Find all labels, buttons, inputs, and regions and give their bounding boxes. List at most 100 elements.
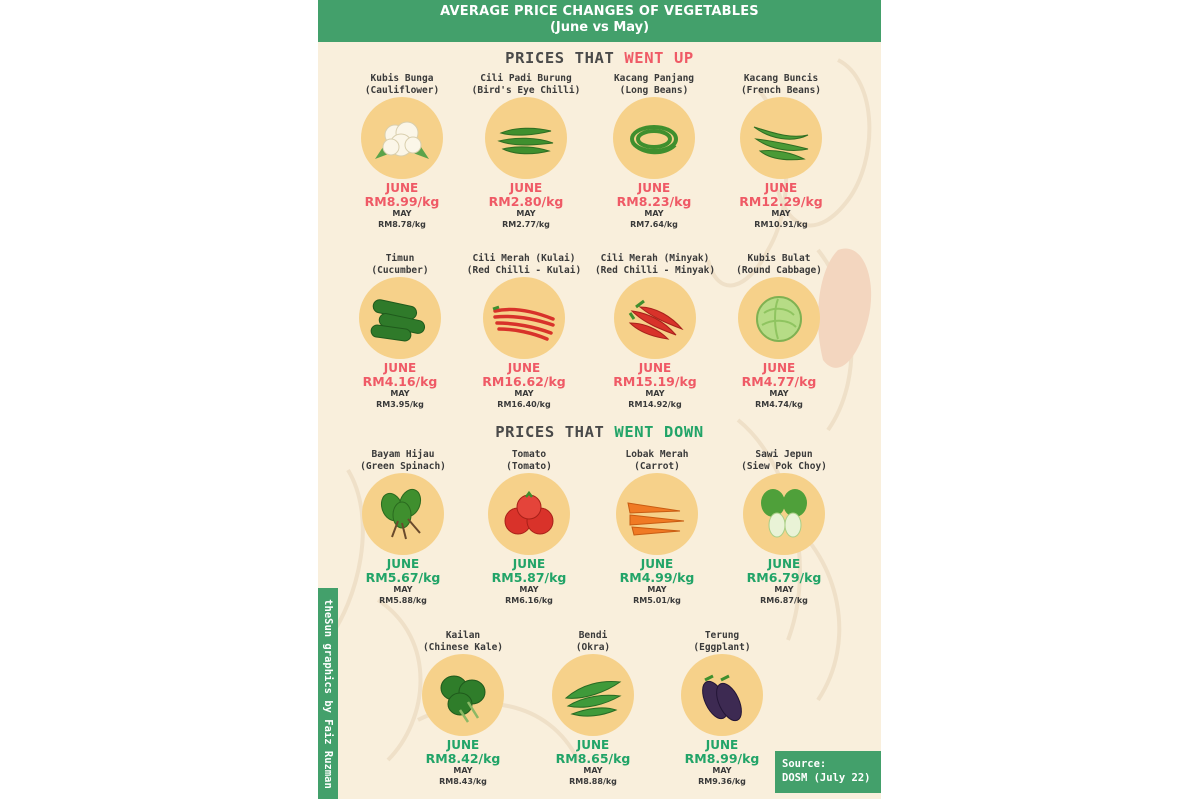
item-image-circle (488, 473, 570, 555)
june-price: RM8.65/kg (555, 751, 631, 766)
item-image-circle (616, 473, 698, 555)
tomato-icon (504, 490, 554, 535)
may-label: MAY (712, 766, 732, 775)
june-price: RM2.80/kg (488, 194, 564, 209)
june-label: JUNE (640, 557, 674, 571)
item-name: Cili Merah (Kulai) (Red Chilli - Kulai) (466, 253, 582, 276)
may-label: MAY (453, 766, 473, 775)
june-label: JUNE (386, 557, 420, 571)
item-image-circle (614, 277, 696, 359)
item-name: Kailan (Chinese Kale) (422, 630, 504, 653)
june-label: JUNE (507, 361, 541, 375)
june-label: JUNE (576, 738, 610, 752)
item-tomato: Tomato (Tomato) JUNE RM5.87/kg MAY RM6.16… (459, 449, 599, 606)
green-spinach-icon (380, 488, 422, 540)
june-label: JUNE (385, 181, 419, 195)
june-price: RM8.99/kg (684, 751, 760, 766)
may-label: MAY (519, 585, 539, 594)
may-label: MAY (392, 209, 412, 218)
item-name: Tomato (Tomato) (506, 449, 552, 472)
section-title-went-up: PRICES THAT WENT UP (505, 49, 694, 67)
red-chilli-minyak-icon (628, 299, 684, 340)
item-image-circle (552, 654, 634, 736)
item-image-circle (681, 654, 763, 736)
june-label: JUNE (637, 181, 671, 195)
item-long-beans: Kacang Panjang (Long Beans) JUNE RM8.23/k… (584, 73, 724, 230)
june-price: RM8.42/kg (425, 751, 501, 766)
june-label: JUNE (762, 361, 796, 375)
may-price: RM9.36/kg (698, 777, 746, 786)
eggplant-icon (702, 674, 742, 722)
june-label: JUNE (638, 361, 672, 375)
item-image-circle (422, 654, 504, 736)
may-price: RM3.95/kg (376, 400, 424, 409)
may-price: RM6.87/kg (760, 596, 808, 605)
may-price: RM4.74/kg (755, 400, 803, 409)
may-label: MAY (771, 209, 791, 218)
source-box: Source: DOSM (July 22) (775, 751, 881, 793)
item-image-circle (613, 97, 695, 179)
item-green-spinach: Bayam Hijau (Green Spinach) JUNE RM5.67/k… (333, 449, 473, 606)
source-label: Source: (782, 758, 827, 770)
infographic-poster: AVERAGE PRICE CHANGES OF VEGETABLES (Jun… (318, 0, 881, 799)
june-price: RM5.67/kg (365, 570, 441, 585)
june-price: RM8.99/kg (364, 194, 440, 209)
item-pok-choy: Sawi Jepun (Siew Pok Choy) JUNE RM6.79/kg… (714, 449, 854, 606)
item-cucumber: Timun (Cucumber) JUNE RM4.16/kg MAY RM3.9… (330, 253, 470, 410)
birds-eye-chilli-icon (497, 127, 554, 155)
june-label: JUNE (509, 181, 543, 195)
item-image-circle (485, 97, 567, 179)
item-birds-eye-chilli: Cili Padi Burung (Bird's Eye Chilli) JUNE… (456, 73, 596, 230)
june-label: JUNE (764, 181, 798, 195)
cauliflower-icon (375, 121, 429, 159)
source-value: DOSM (July 22) (782, 772, 871, 784)
june-price: RM4.16/kg (362, 374, 438, 389)
may-price: RM5.88/kg (379, 596, 427, 605)
may-label: MAY (645, 389, 665, 398)
item-name: Kacang Buncis (French Beans) (740, 73, 822, 96)
june-price: RM6.79/kg (746, 570, 822, 585)
cucumber-icon (370, 299, 426, 342)
may-label: MAY (774, 585, 794, 594)
item-name: Sawi Jepun (Siew Pok Choy) (741, 449, 827, 472)
item-round-cabbage: Kubis Bulat (Round Cabbage) JUNE RM4.77/k… (709, 253, 849, 410)
june-label: JUNE (512, 557, 546, 571)
item-red-chilli-kulai: Cili Merah (Kulai) (Red Chilli - Kulai) J… (454, 253, 594, 410)
june-price: RM4.77/kg (741, 374, 817, 389)
may-label: MAY (516, 209, 536, 218)
may-price: RM8.88/kg (569, 777, 617, 786)
item-image-circle (740, 97, 822, 179)
may-label: MAY (393, 585, 413, 594)
june-price: RM5.87/kg (491, 570, 567, 585)
red-chilli-kulai-icon (492, 305, 555, 341)
june-label: JUNE (705, 738, 739, 752)
may-label: MAY (514, 389, 534, 398)
june-price: RM15.19/kg (613, 374, 697, 389)
may-price: RM8.43/kg (439, 777, 487, 786)
june-price: RM4.99/kg (619, 570, 695, 585)
item-chinese-kale: Kailan (Chinese Kale) JUNE RM8.42/kg MAY … (393, 630, 533, 787)
page-title: AVERAGE PRICE CHANGES OF VEGETABLES (440, 4, 759, 19)
item-name: Kacang Panjang (Long Beans) (613, 73, 695, 96)
french-beans-icon (753, 126, 809, 161)
item-name: Timun (Cucumber) (371, 253, 429, 276)
item-name: Cili Merah (Minyak) (Red Chilli - Minyak) (594, 253, 716, 276)
item-name: Terung (Eggplant) (693, 630, 751, 653)
page-subtitle: (June vs May) (549, 20, 650, 35)
item-name: Kubis Bulat (Round Cabbage) (736, 253, 822, 276)
section-title-went-down: PRICES THAT WENT DOWN (495, 423, 704, 441)
item-name: Kubis Bunga (Cauliflower) (364, 73, 440, 96)
item-cauliflower: Kubis Bunga (Cauliflower) JUNE RM8.99/kg … (332, 73, 472, 230)
may-price: RM5.01/kg (633, 596, 681, 605)
item-name: Cili Padi Burung (Bird's Eye Chilli) (471, 73, 581, 96)
june-price: RM12.29/kg (739, 194, 823, 209)
item-image-circle (359, 277, 441, 359)
header-banner: AVERAGE PRICE CHANGES OF VEGETABLES (Jun… (318, 0, 881, 42)
item-french-beans: Kacang Buncis (French Beans) JUNE RM12.29… (711, 73, 851, 230)
june-price: RM16.62/kg (482, 374, 566, 389)
may-price: RM16.40/kg (497, 400, 551, 409)
june-price: RM8.23/kg (616, 194, 692, 209)
chinese-kale-icon (440, 675, 486, 723)
credit-strip: theSun graphics by Faiz Ruzman (318, 588, 338, 799)
item-image-circle (362, 473, 444, 555)
